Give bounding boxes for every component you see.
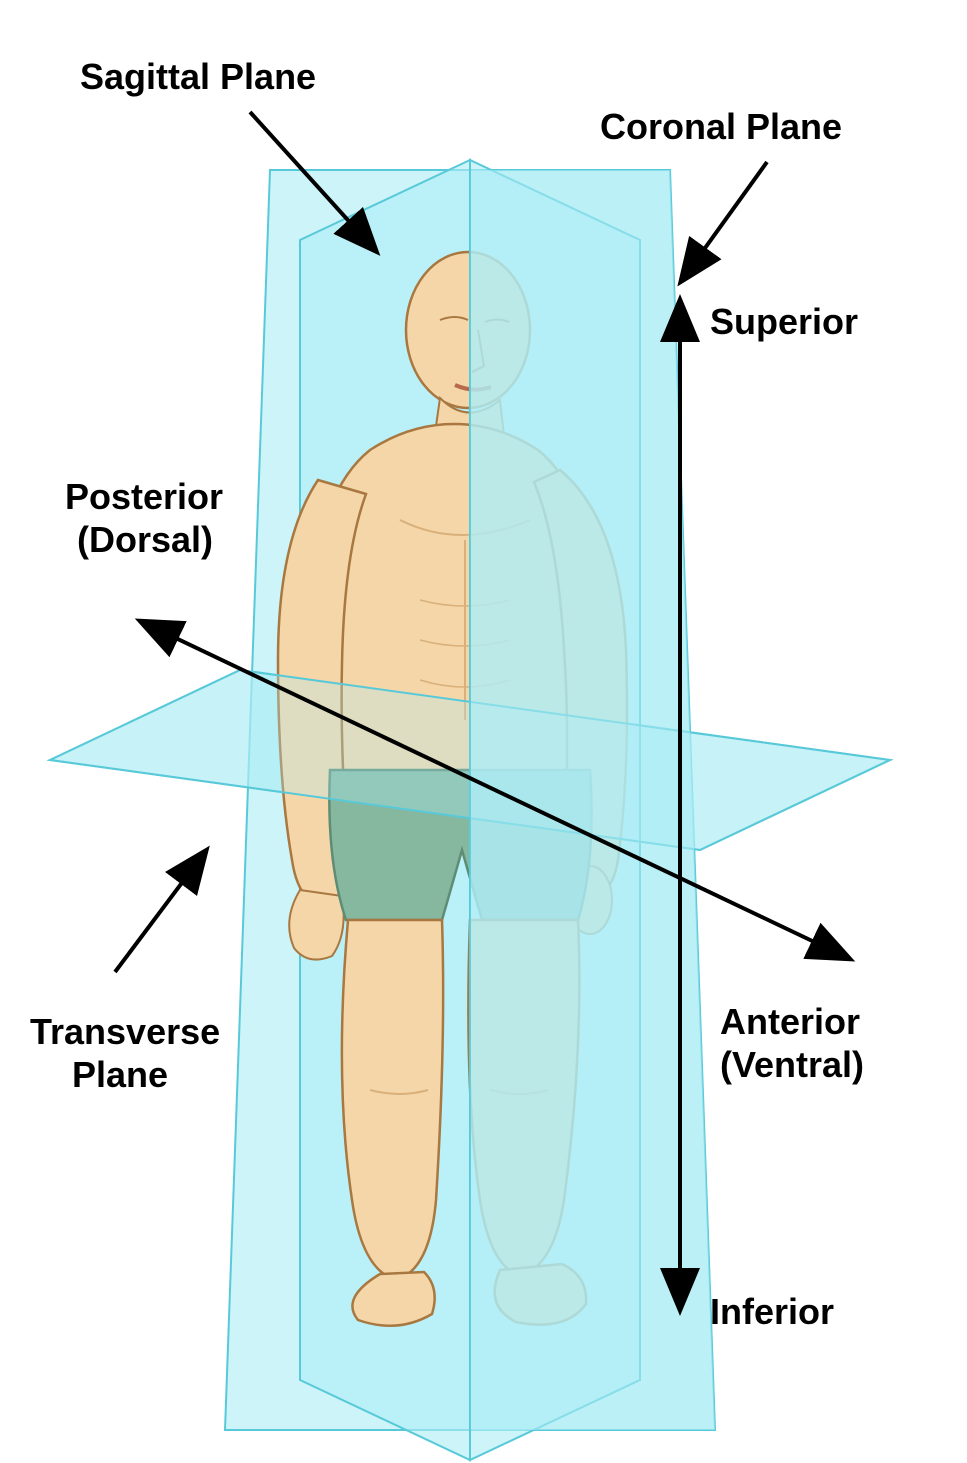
- sagittal-label: Sagittal Plane: [80, 55, 316, 98]
- diagonal-axis-arrow: [142, 622, 848, 958]
- anatomical-planes-diagram: Sagittal Plane Coronal Plane Superior Po…: [0, 0, 967, 1463]
- superior-label: Superior: [710, 300, 858, 343]
- anterior-line1: Anterior: [720, 1000, 864, 1043]
- arrows-layer: [0, 0, 967, 1463]
- sagittal-arrow: [250, 112, 375, 250]
- transverse-line1: Transverse: [30, 1010, 220, 1053]
- coronal-label: Coronal Plane: [600, 105, 842, 148]
- transverse-line2: Plane: [72, 1053, 220, 1096]
- transverse-arrow: [115, 852, 205, 972]
- anterior-line2: (Ventral): [720, 1043, 864, 1086]
- posterior-line2: (Dorsal): [77, 518, 223, 561]
- posterior-label: Posterior (Dorsal): [65, 475, 223, 561]
- transverse-label: Transverse Plane: [30, 1010, 220, 1096]
- posterior-line1: Posterior: [65, 475, 223, 518]
- coronal-arrow: [682, 162, 767, 280]
- inferior-label: Inferior: [710, 1290, 834, 1333]
- anterior-label: Anterior (Ventral): [720, 1000, 864, 1086]
